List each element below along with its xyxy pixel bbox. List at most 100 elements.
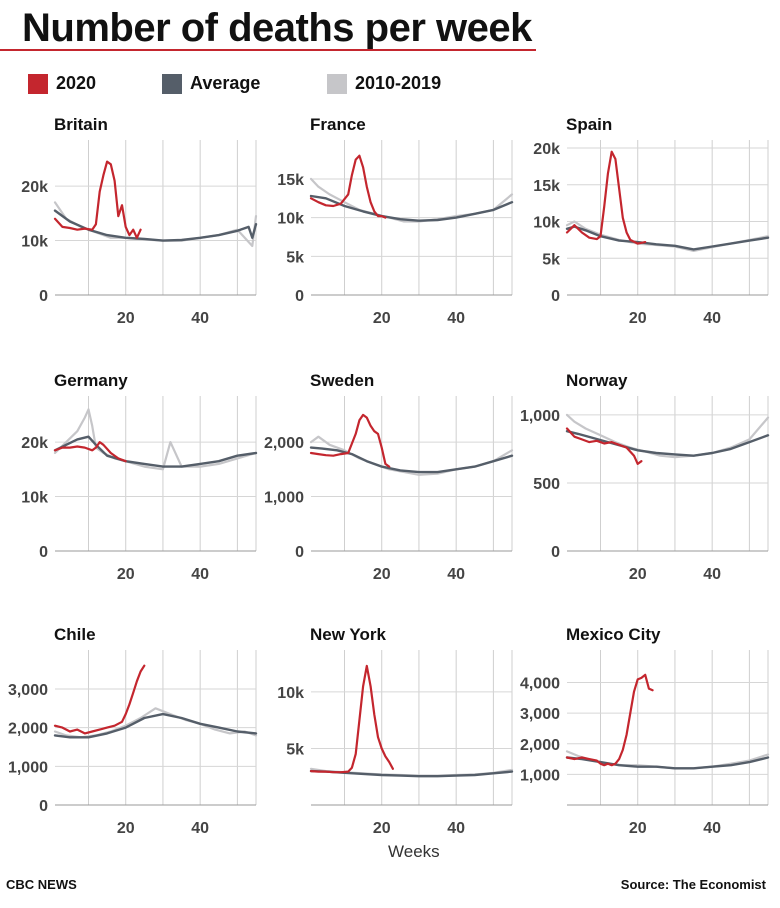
y-tick-label: 20k — [533, 141, 560, 158]
x-tick-label: 40 — [703, 566, 721, 583]
panel-britain: Britain 0 10k 20k 20 40 — [21, 115, 258, 327]
series-line-2020 — [309, 154, 387, 219]
legend-item-2010-2019: 2010-2019 — [327, 73, 441, 94]
y-tick-label: 0 — [295, 544, 304, 561]
y-tick-label: 0 — [39, 288, 48, 305]
y-tick-label: 10k — [277, 211, 304, 228]
panel-title-britain: Britain — [54, 115, 108, 134]
y-tick-label: 1,000 — [520, 767, 560, 784]
panel-title-sweden: Sweden — [310, 371, 374, 390]
x-tick-label: 20 — [629, 820, 647, 837]
x-tick-label: 40 — [703, 820, 721, 837]
series-line-2010-2019 — [565, 413, 770, 459]
title-underline — [0, 49, 536, 51]
legend: 2020 Average 2010-2019 — [0, 73, 780, 97]
x-tick-label: 40 — [447, 310, 465, 327]
panel-norway: Norway 0 500 1,000 20 40 — [520, 371, 770, 583]
panel-title-spain: Spain — [566, 115, 612, 134]
y-tick-label: 15k — [277, 172, 304, 189]
legend-swatch-average — [162, 73, 182, 94]
x-tick-label: 20 — [373, 310, 391, 327]
panel-title-chile: Chile — [54, 625, 96, 644]
y-tick-label: 3,000 — [520, 706, 560, 723]
y-tick-label: 1,000 — [264, 490, 304, 507]
y-tick-label: 20k — [21, 179, 48, 196]
panel-sweden: Sweden 0 1,000 2,000 20 40 — [264, 371, 514, 583]
y-tick-label: 2,000 — [520, 737, 560, 754]
panel-germany: Germany 0 10k 20k 20 40 — [21, 371, 258, 583]
y-tick-label: 5k — [286, 741, 304, 758]
series-line-2020 — [53, 160, 142, 239]
y-tick-label: 10k — [533, 215, 560, 232]
panel-spain: Spain 0 5k 10k 15k 20k 20 40 — [533, 115, 770, 327]
series-line-2010-2019 — [565, 220, 770, 252]
y-tick-label: 10k — [21, 490, 48, 507]
legend-label-2020: 2020 — [56, 73, 97, 93]
panel-france: France 0 5k 10k 15k 20 40 — [277, 115, 514, 327]
y-tick-label: 2,000 — [8, 721, 48, 738]
y-tick-label: 1,000 — [8, 759, 48, 776]
x-tick-label: 40 — [191, 310, 209, 327]
x-tick-label: 40 — [191, 820, 209, 837]
y-tick-label: 10k — [277, 685, 304, 702]
x-tick-label: 40 — [191, 566, 209, 583]
x-tick-label: 40 — [447, 566, 465, 583]
series-line-average — [565, 756, 770, 770]
x-tick-label: 20 — [117, 310, 135, 327]
x-tick-label: 20 — [117, 820, 135, 837]
series-line-average — [53, 712, 258, 739]
panel-title-new-york: New York — [310, 625, 386, 644]
x-tick-label: 20 — [629, 310, 647, 327]
y-tick-label: 20k — [21, 435, 48, 452]
y-tick-label: 3,000 — [8, 682, 48, 699]
y-tick-label: 1,000 — [520, 408, 560, 425]
chart-title: Number of deaths per week — [22, 6, 532, 50]
x-axis-label: Weeks — [388, 842, 440, 861]
legend-label-average: Average — [190, 73, 261, 93]
panel-title-germany: Germany — [54, 371, 128, 390]
series-line-average — [309, 194, 514, 222]
y-tick-label: 10k — [21, 234, 48, 251]
y-tick-label: 5k — [286, 249, 304, 266]
panel-mexico-city: Mexico City 1,000 2,000 3,000 4,000 20 40 — [520, 625, 770, 837]
y-tick-label: 0 — [39, 798, 48, 815]
y-tick-label: 5k — [542, 251, 560, 268]
series-line-2010-2019 — [309, 177, 514, 223]
panel-title-mexico-city: Mexico City — [566, 625, 661, 644]
x-tick-label: 20 — [629, 566, 647, 583]
y-tick-label: 2,000 — [264, 435, 304, 452]
y-tick-label: 500 — [533, 476, 560, 493]
legend-swatch-2020 — [28, 73, 48, 94]
series-line-2020 — [565, 150, 647, 245]
legend-item-average: Average — [162, 73, 260, 94]
y-tick-label: 15k — [533, 178, 560, 195]
y-tick-label: 0 — [551, 544, 560, 561]
series-line-2020 — [53, 664, 146, 735]
series-line-2020 — [53, 441, 127, 463]
legend-label-2010-2019: 2010-2019 — [355, 73, 442, 93]
footer-credit: CBC NEWS — [6, 877, 77, 892]
x-tick-label: 40 — [703, 310, 721, 327]
legend-item-2020: 2020 — [28, 73, 96, 94]
series-line-average — [565, 225, 770, 251]
x-tick-label: 40 — [447, 820, 465, 837]
legend-swatch-2010-2019 — [327, 73, 347, 94]
panel-title-france: France — [310, 115, 366, 134]
x-tick-label: 20 — [373, 820, 391, 837]
series-line-2020 — [309, 664, 394, 774]
y-tick-label: 0 — [295, 288, 304, 305]
series-line-average — [565, 430, 770, 457]
series-line-2020 — [565, 427, 643, 465]
x-tick-label: 20 — [373, 566, 391, 583]
y-tick-label: 0 — [551, 288, 560, 305]
series-line-average — [309, 446, 514, 474]
footer-source: Source: The Economist — [620, 877, 766, 892]
series-line-average — [53, 209, 258, 242]
series-line-average — [53, 435, 258, 468]
y-tick-label: 0 — [39, 544, 48, 561]
series-line-2020 — [309, 413, 391, 468]
x-tick-label: 20 — [117, 566, 135, 583]
panel-new-york: New York 5k 10k 20 40 — [277, 625, 514, 837]
panel-chile: Chile 0 1,000 2,000 3,000 20 40 — [8, 625, 258, 837]
